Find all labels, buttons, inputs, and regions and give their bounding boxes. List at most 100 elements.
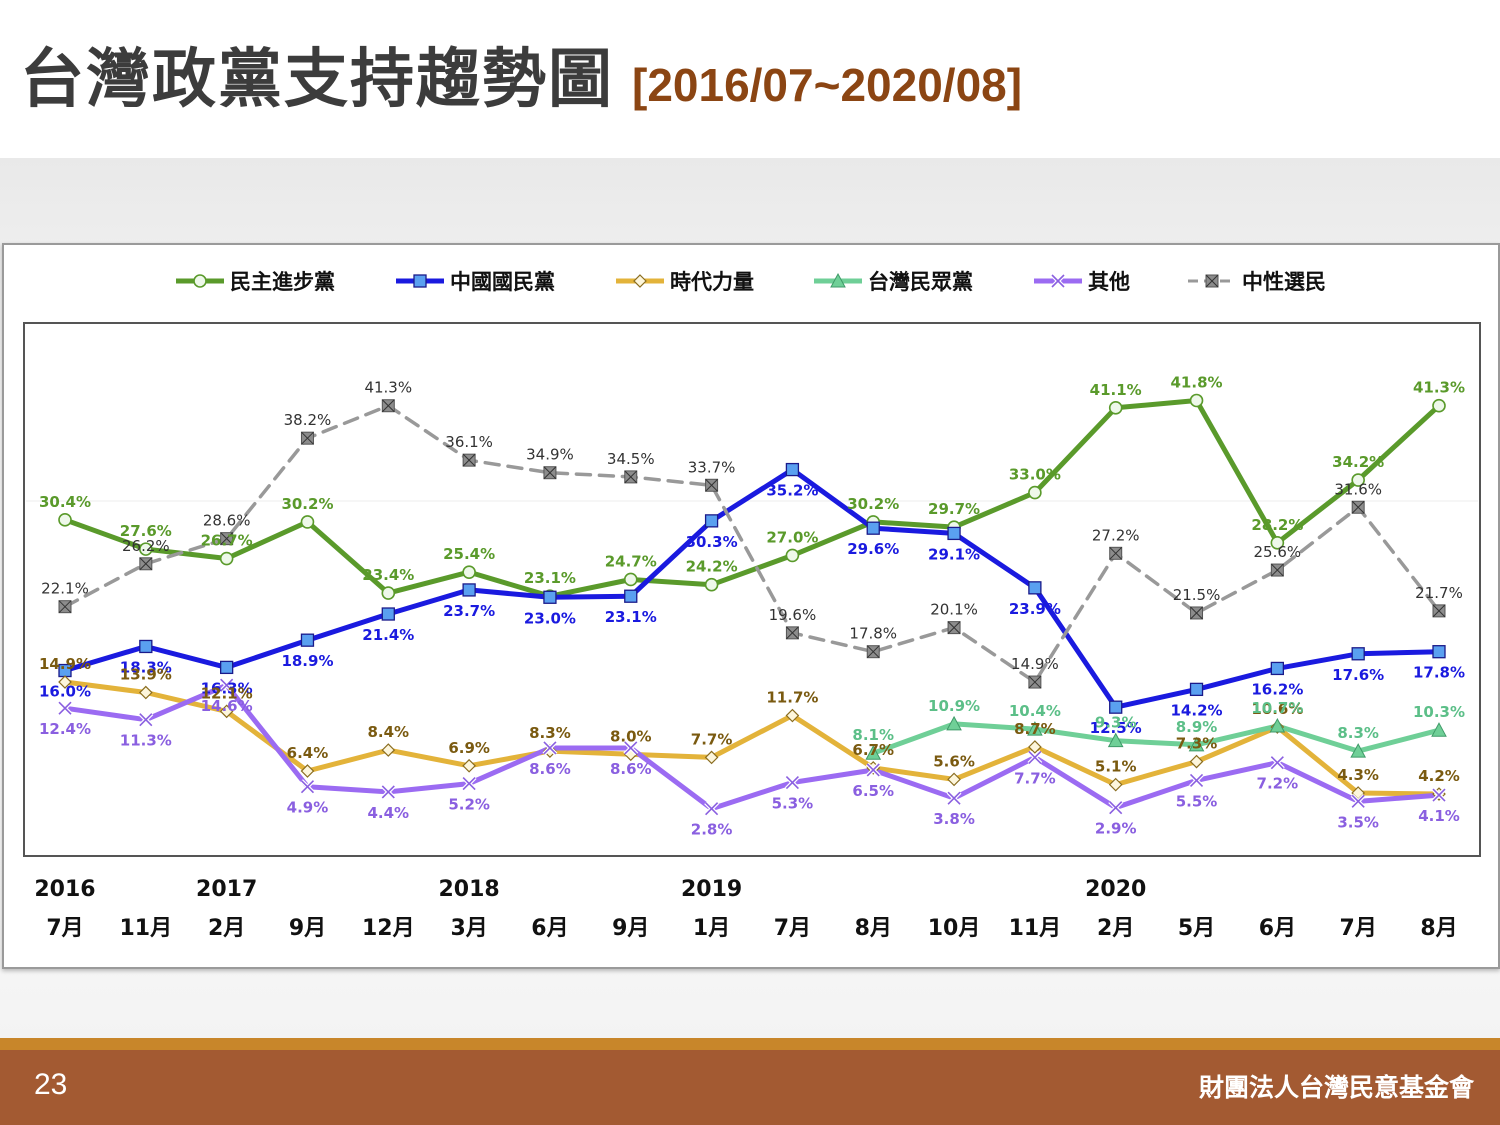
data-label: 8.7% [1014,720,1056,738]
legend-item-3: 時代力量 [616,270,754,294]
data-label: 12.4% [39,720,91,738]
data-label: 27.6% [120,522,172,540]
data-label: 23.7% [443,602,495,620]
data-point-s3 [462,758,476,773]
data-label: 41.3% [1413,379,1465,397]
data-point-s2 [381,607,395,621]
x-tick-label: 7月 [1340,916,1377,941]
data-label: 18.3% [120,658,172,676]
data-label: 7.7% [1014,769,1056,787]
data-point-s4 [946,715,962,731]
data-point-s2 [624,589,638,603]
data-label: 24.2% [686,558,738,576]
data-point-s1 [1028,485,1042,500]
data-point-s5 [704,801,720,817]
data-label: 22.1% [41,580,89,598]
legend-item-5: 其他 [1034,270,1130,294]
data-point-s4 [865,745,882,760]
legend-label: 台灣民眾黨 [868,270,973,294]
data-label: 3.8% [933,810,975,828]
data-point-s5 [1350,793,1366,809]
data-label: 12.1% [201,684,253,702]
data-label: 5.6% [933,752,975,770]
data-point-s2 [139,639,153,654]
data-point-s5 [542,740,558,756]
data-label: 8.6% [529,760,571,778]
data-point-s6 [543,466,557,480]
data-label: 27.2% [1092,526,1140,544]
x-year-label: 2020 [1085,877,1146,902]
data-label: 29.1% [928,545,980,563]
data-label: 34.2% [1332,453,1384,471]
data-label: 28.6% [203,512,251,530]
data-label: 36.1% [445,433,493,451]
data-label: 10.6% [1251,700,1303,718]
data-point-s1 [1108,401,1123,415]
legend-item-6: 中性選民 [1188,270,1326,294]
chart-panel: 民主進步黨 中國國民黨 時代力量 台灣民眾黨 其他 中性選民 30.4% 27.6% 26.7… [2,243,1500,969]
data-label: 23.1% [524,569,576,587]
data-label: 9.3% [1095,714,1137,732]
data-point-s3 [704,750,719,765]
legend-label: 時代力量 [670,270,754,294]
data-label: 8.4% [367,723,409,741]
data-point-s6 [785,626,799,640]
data-point-s2 [219,660,234,675]
x-tick-label: 2月 [1097,916,1134,941]
data-point-s2 [462,583,476,597]
series-markers [57,393,1447,817]
series-line-1 [62,398,1442,599]
data-point-s1 [1270,536,1285,550]
data-label: 14.9% [39,655,91,673]
legend-item-1: 民主進步黨 [176,270,335,294]
data-point-s4 [1431,722,1447,737]
data-label: 25.4% [443,545,495,563]
x-tick-label: 5月 [1178,916,1215,941]
data-label: 10.9% [928,697,980,715]
data-label: 4.4% [367,804,409,822]
data-label: 10.7% [1251,699,1303,717]
data-label: 6.7% [852,741,894,759]
data-point-s6 [381,399,395,413]
series-line-4 [870,721,1442,756]
series-lines [62,398,1442,812]
data-label: 19.6% [769,606,817,624]
legend-item-4: 台灣民眾黨 [814,270,973,294]
data-label: 33.0% [1009,466,1061,484]
data-point-s2 [1270,661,1285,676]
x-tick-label: 10月 [928,916,981,941]
x-tick-label: 9月 [612,916,649,941]
data-label: 10.4% [1009,702,1061,720]
chart-legend: 民主進步黨 中國國民黨 時代力量 台灣民眾黨 其他 中性選民 [176,270,1326,294]
title-date-range: [2016/07~2020/08] [632,59,1023,111]
data-point-s4 [1188,736,1205,752]
data-label: 2.8% [691,821,733,839]
data-point-s3 [138,685,153,700]
series-line-6 [63,403,1441,684]
data-label: 6.9% [448,739,490,757]
data-point-s1 [785,548,800,563]
x-tick-label: 11月 [1009,916,1062,941]
data-point-s6 [139,557,153,571]
data-label: 5.5% [1176,792,1218,810]
data-label: 26.2% [122,537,170,555]
data-point-s5 [461,776,477,791]
legend-marker [830,272,846,288]
data-point-s1 [381,586,396,600]
data-label: 21.5% [1173,586,1221,604]
data-point-s4 [1027,721,1043,736]
data-point-s1 [139,542,153,556]
data-point-s5 [1027,749,1043,765]
data-label: 41.1% [1090,381,1142,399]
data-label: 41.8% [1171,373,1223,391]
data-label: 4.2% [1418,767,1460,785]
data-label: 30.4% [39,493,91,511]
footer-bar: 23 財團法人台灣民意基金會 [0,1050,1500,1125]
data-point-s6 [1190,606,1204,620]
data-point-s3 [219,704,234,719]
series-line-5 [62,682,1442,812]
data-label: 35.2% [766,482,818,500]
data-label: 17.6% [1332,666,1384,684]
x-tick-label: 1月 [693,916,730,941]
data-label: 28.2% [1251,516,1303,534]
